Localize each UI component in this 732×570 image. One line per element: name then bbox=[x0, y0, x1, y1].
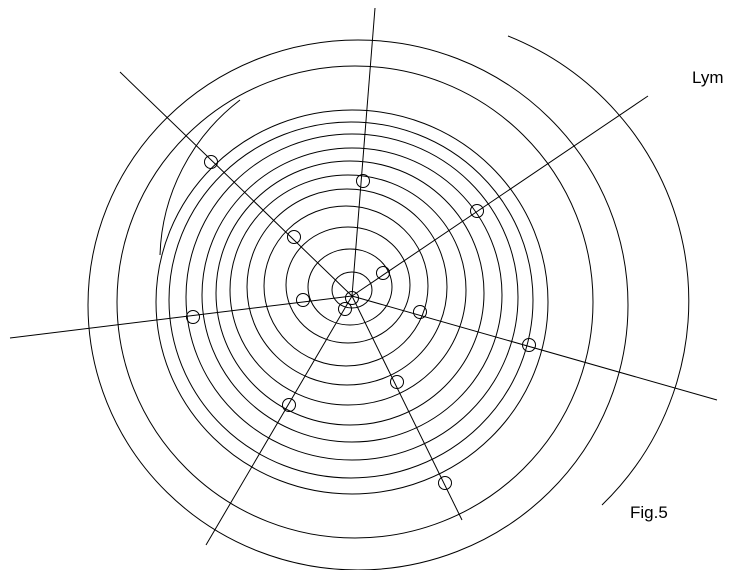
ray-intersection-marker bbox=[287, 230, 301, 244]
ray-intersection-marker bbox=[338, 302, 352, 316]
radial-ray bbox=[205, 295, 353, 546]
ray-intersection-marker bbox=[296, 293, 310, 307]
spiral-loop bbox=[285, 226, 411, 344]
ray-intersection-marker bbox=[356, 174, 370, 188]
top-right-label: Lym bbox=[692, 68, 724, 87]
spiral-loop bbox=[168, 121, 534, 479]
spiral-loop-outer bbox=[87, 39, 629, 570]
spiral-loop bbox=[331, 271, 373, 309]
radial-ray bbox=[119, 71, 353, 297]
ray-intersection-marker bbox=[413, 305, 427, 319]
ray-intersection-marker bbox=[282, 398, 296, 412]
ray-intersection-marker bbox=[470, 204, 484, 218]
spiral-loop-outer bbox=[116, 65, 594, 539]
radial-ray bbox=[351, 295, 463, 521]
ray-intersection-marker bbox=[376, 266, 390, 280]
ray-intersection-marker bbox=[522, 338, 536, 352]
radial-ray bbox=[351, 7, 376, 297]
spiral-loop bbox=[263, 205, 429, 367]
spiral-arc-end bbox=[507, 35, 690, 506]
radial-ray bbox=[9, 295, 353, 339]
ray-intersection-marker bbox=[438, 476, 452, 490]
spiral-loop bbox=[229, 174, 467, 406]
ray-intersection-marker bbox=[390, 375, 404, 389]
figure-caption: Fig.5 bbox=[630, 503, 668, 522]
radial-ray bbox=[351, 95, 649, 297]
intersection-markers bbox=[186, 155, 536, 490]
spiral-loop bbox=[155, 109, 549, 495]
spiral-arc-start bbox=[159, 99, 241, 256]
spiral-rings bbox=[87, 35, 690, 570]
spiral-loop bbox=[307, 248, 393, 326]
radial-rays bbox=[9, 7, 718, 546]
spiral-loop bbox=[185, 133, 519, 461]
ray-intersection-marker bbox=[345, 291, 359, 305]
spiral-loop bbox=[215, 160, 485, 426]
spiral-loop bbox=[201, 147, 503, 443]
spiral-loop bbox=[246, 188, 448, 386]
ray-intersection-marker bbox=[204, 155, 218, 169]
ray-intersection-marker bbox=[186, 310, 200, 324]
